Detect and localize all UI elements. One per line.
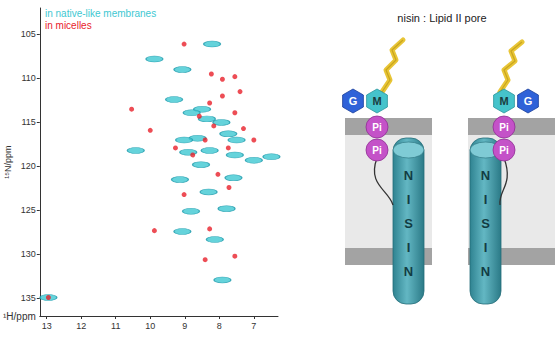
svg-text:9: 9	[182, 321, 187, 331]
svg-text:¹⁵N/ppm: ¹⁵N/ppm	[3, 145, 13, 178]
svg-text:7: 7	[251, 321, 256, 331]
svg-text:110: 110	[21, 73, 35, 83]
svg-text:130: 130	[21, 249, 36, 259]
svg-text:N: N	[481, 264, 490, 279]
svg-text:G: G	[349, 95, 358, 107]
svg-text:115: 115	[21, 117, 35, 127]
svg-text:125: 125	[21, 205, 36, 215]
svg-text:M: M	[499, 95, 508, 107]
svg-text:13: 13	[42, 321, 52, 331]
svg-text:I: I	[484, 240, 488, 255]
svg-text:105: 105	[21, 29, 36, 39]
svg-text:Pi: Pi	[372, 122, 382, 133]
svg-text:G: G	[524, 95, 533, 107]
svg-text:10: 10	[145, 321, 155, 331]
svg-text:11: 11	[111, 321, 120, 331]
svg-text:M: M	[372, 95, 381, 107]
svg-text:in native-like membranes: in native-like membranes	[45, 8, 156, 19]
svg-text:I: I	[407, 192, 411, 207]
svg-text:in micelles: in micelles	[45, 20, 92, 31]
svg-text:120: 120	[21, 161, 36, 171]
svg-text:¹H/ppm: ¹H/ppm	[3, 311, 36, 322]
svg-text:135: 135	[21, 293, 36, 303]
svg-text:N: N	[481, 168, 490, 183]
svg-text:Pi: Pi	[499, 145, 509, 156]
svg-text:12: 12	[76, 321, 86, 331]
svg-text:Pi: Pi	[372, 145, 382, 156]
svg-text:N: N	[404, 168, 413, 183]
svg-text:S: S	[481, 216, 490, 231]
svg-text:Pi: Pi	[499, 122, 509, 133]
svg-text:nisin : Lipid II pore: nisin : Lipid II pore	[397, 12, 486, 24]
svg-text:I: I	[484, 192, 488, 207]
svg-text:I: I	[407, 240, 411, 255]
svg-text:N: N	[404, 264, 413, 279]
svg-text:8: 8	[217, 321, 222, 331]
svg-text:S: S	[404, 216, 413, 231]
